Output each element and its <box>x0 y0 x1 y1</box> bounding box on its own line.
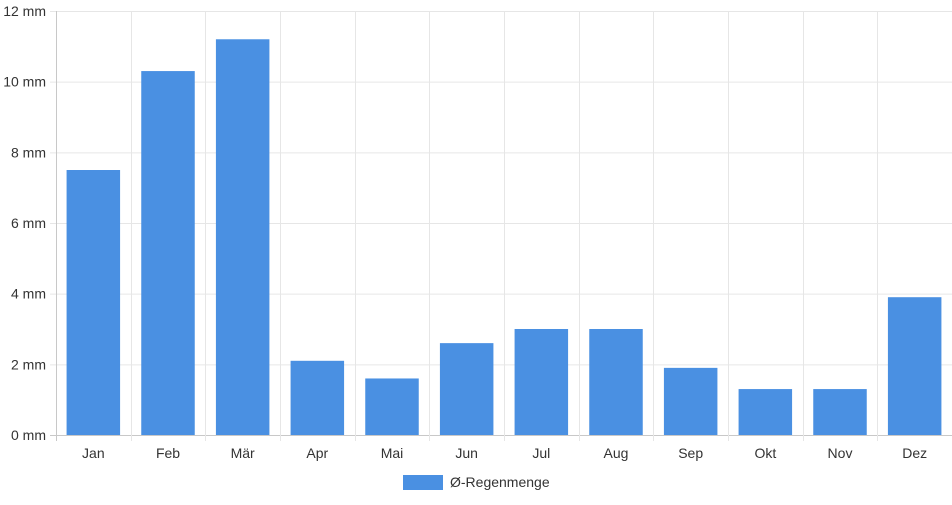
grid-lines <box>50 11 952 441</box>
x-tick-label: Nov <box>828 445 853 461</box>
bar-apr[interactable] <box>290 360 345 435</box>
bar-okt[interactable] <box>738 389 793 435</box>
bar-sep[interactable] <box>663 367 718 435</box>
x-tick-label: Feb <box>156 445 180 461</box>
bar-jan[interactable] <box>66 170 121 435</box>
legend-label[interactable]: Ø-Regenmenge <box>450 474 550 490</box>
y-tick-label: 4 mm <box>11 286 46 302</box>
bar-aug[interactable] <box>589 329 643 435</box>
legend[interactable]: Ø-Regenmenge <box>403 474 550 490</box>
y-tick-label: 2 mm <box>11 356 46 372</box>
x-tick-label: Apr <box>306 445 328 461</box>
y-tick-label: 6 mm <box>11 215 46 231</box>
x-tick-label: Mär <box>231 445 255 461</box>
x-axis-tick-labels: Jan Feb Mär Apr Mai Jun Jul Aug Sep Okt Nov Dez <box>82 445 927 461</box>
x-tick-label: Jun <box>455 445 478 461</box>
y-tick-label: 8 mm <box>11 144 46 160</box>
legend-swatch[interactable] <box>403 475 443 490</box>
y-tick-label: 10 mm <box>3 74 46 90</box>
y-tick-label: 0 mm <box>11 427 46 443</box>
bar-mär[interactable] <box>215 39 270 436</box>
y-axis-tick-labels: 0 mm 2 mm 4 mm 6 mm 8 mm 10 mm 12 mm <box>3 3 46 443</box>
bar-jun[interactable] <box>439 343 494 435</box>
x-tick-label: Sep <box>678 445 703 461</box>
bar-mai[interactable] <box>365 378 419 435</box>
x-tick-label: Dez <box>902 445 927 461</box>
x-tick-label: Jan <box>82 445 105 461</box>
x-tick-label: Mai <box>381 445 404 461</box>
bar-feb[interactable] <box>141 71 195 436</box>
y-tick-label: 12 mm <box>3 3 46 19</box>
bar-dez[interactable] <box>887 297 942 435</box>
x-tick-label: Jul <box>532 445 550 461</box>
bar-jul[interactable] <box>514 329 569 435</box>
x-tick-label: Aug <box>604 445 629 461</box>
bar-nov[interactable] <box>813 389 867 435</box>
bar-series <box>66 39 942 436</box>
x-tick-label: Okt <box>754 445 776 461</box>
